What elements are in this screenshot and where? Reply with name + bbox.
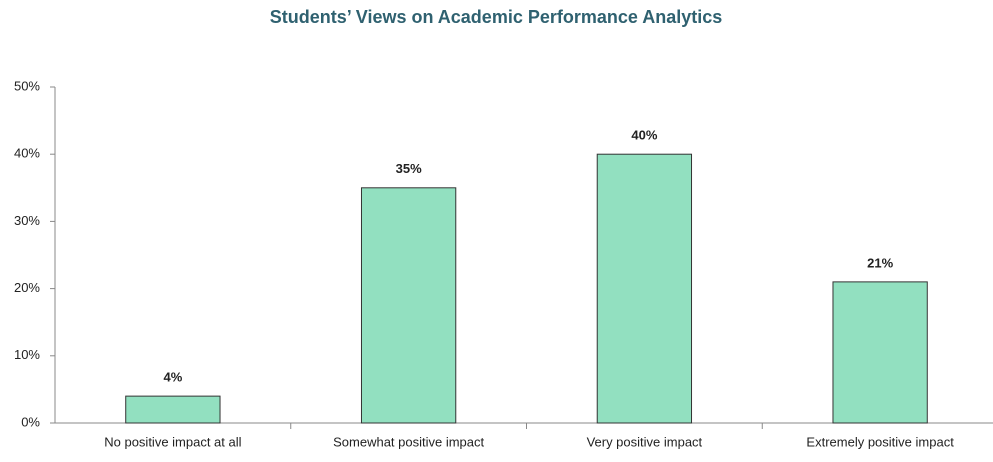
bar <box>125 395 221 424</box>
y-tick-label: 40% <box>14 146 40 161</box>
y-tick-label: 30% <box>14 213 40 228</box>
x-tick-label: No positive impact at all <box>104 434 241 449</box>
y-tick-label: 20% <box>14 280 40 295</box>
value-label: 40% <box>631 128 657 143</box>
y-tick-label: 50% <box>14 78 40 93</box>
y-tick-label: 0% <box>21 414 40 429</box>
y-tick-label: 10% <box>14 347 40 362</box>
value-label: 4% <box>163 370 182 385</box>
value-label: 35% <box>396 161 422 176</box>
bar <box>360 187 457 424</box>
bar <box>596 153 693 424</box>
x-tick-label: Very positive impact <box>587 434 703 449</box>
x-tick-label: Somewhat positive impact <box>333 434 484 449</box>
chart-title: Students’ Views on Academic Performance … <box>270 7 723 27</box>
value-label: 21% <box>867 255 893 270</box>
bar <box>832 281 928 424</box>
x-tick-label: Extremely positive impact <box>806 434 954 449</box>
